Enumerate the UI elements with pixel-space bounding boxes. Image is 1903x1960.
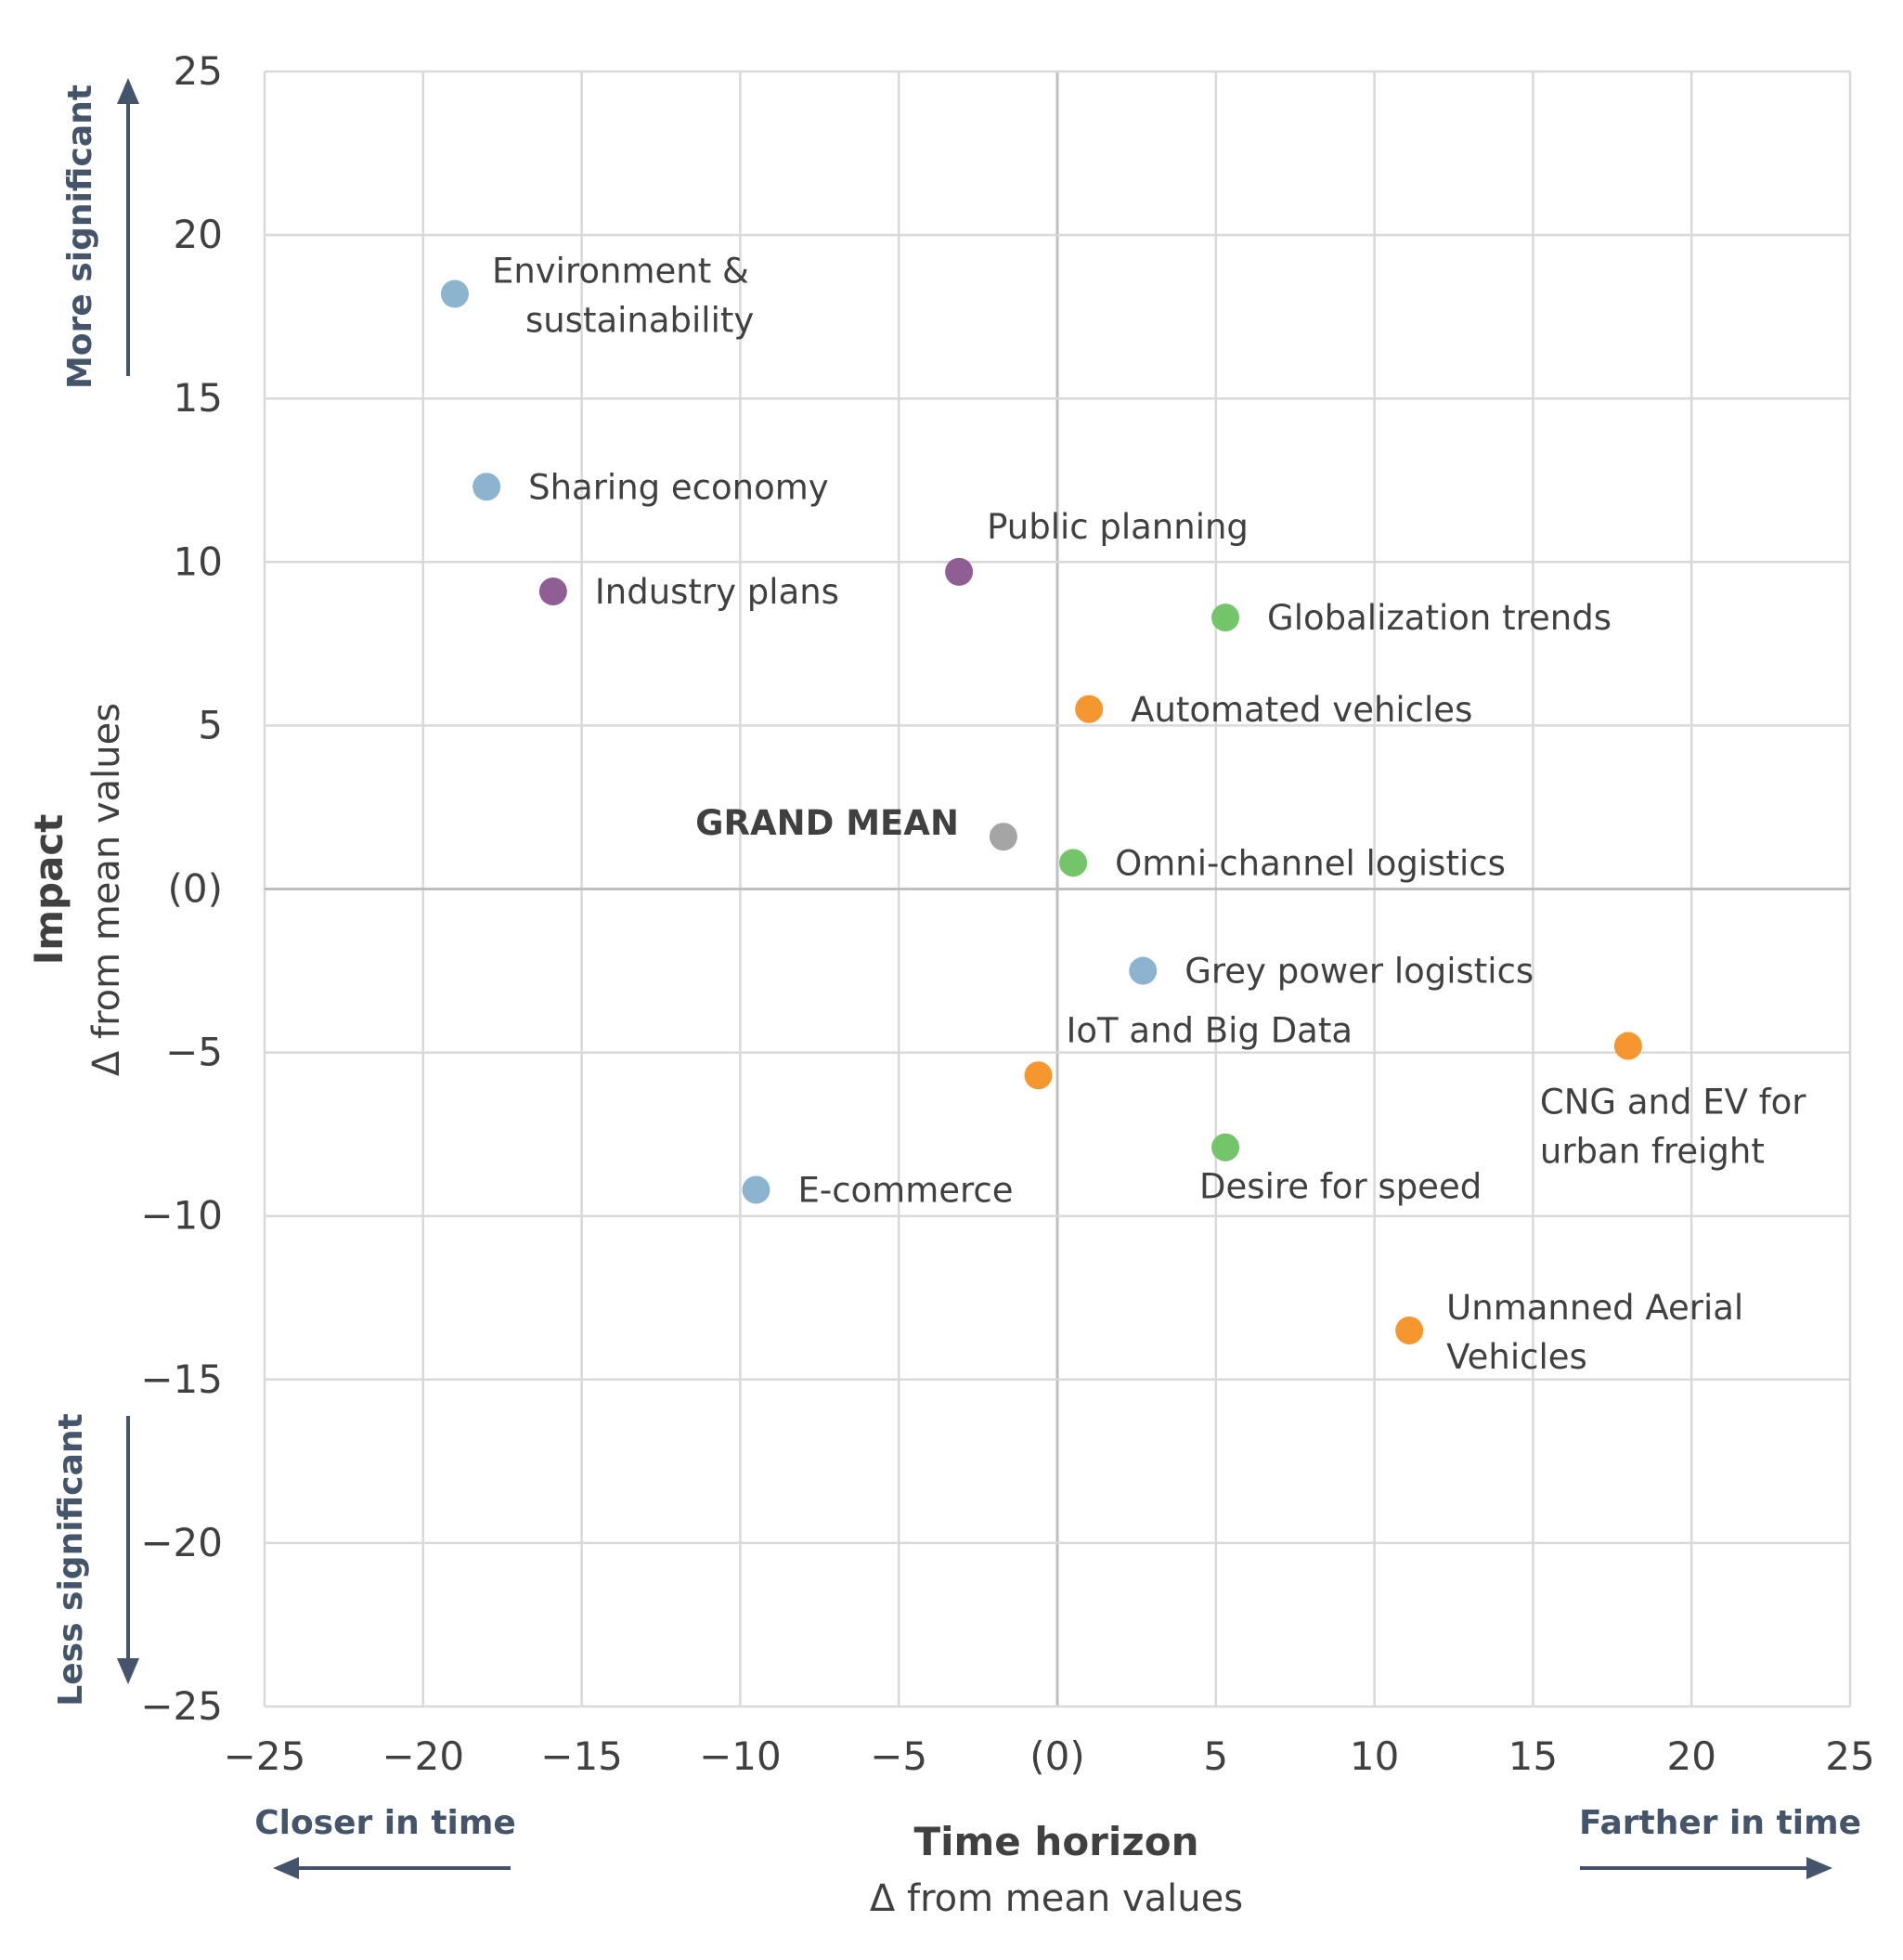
x-tick-label: −10 bbox=[699, 1733, 782, 1779]
data-point bbox=[440, 279, 469, 308]
y-tick-label: −15 bbox=[140, 1356, 223, 1402]
point-label: IoT and Big Data bbox=[1067, 1010, 1353, 1050]
x-tick-label: 10 bbox=[1350, 1733, 1399, 1779]
point-label: E-commerce bbox=[797, 1171, 1013, 1211]
data-point bbox=[1129, 956, 1158, 985]
x-tick-label: 15 bbox=[1508, 1733, 1558, 1779]
label-layer: Environment & sustainability Sharing econo… bbox=[492, 251, 1806, 1376]
farther-in-time-label: Farther in time bbox=[1579, 1804, 1861, 1842]
data-point bbox=[1211, 604, 1240, 632]
y-tick-label: 5 bbox=[198, 702, 223, 747]
y-tick-label: 15 bbox=[174, 375, 223, 421]
y-tick-label: −10 bbox=[140, 1193, 223, 1239]
data-point bbox=[473, 473, 501, 501]
point-label: Automated vehicles bbox=[1131, 690, 1472, 730]
point-label: Sharing economy bbox=[528, 467, 829, 507]
y-tick-label: 10 bbox=[174, 539, 223, 584]
tick-layer: −25 −20 −15 −10 −5 (0) 5 10 15 20 25 25 20 15 10 5 (0) −5… bbox=[140, 48, 1874, 1779]
point-label: Desire for speed bbox=[1199, 1167, 1482, 1207]
data-point bbox=[1211, 1133, 1240, 1162]
y-tick-label: (0) bbox=[168, 866, 224, 912]
grid-layer bbox=[263, 70, 1852, 1708]
y-tick-label: 25 bbox=[174, 48, 223, 94]
y-tick-label: −5 bbox=[165, 1030, 223, 1075]
point-label: Globalization trends bbox=[1267, 598, 1612, 638]
x-tick-label: −20 bbox=[382, 1733, 464, 1779]
point-label: CNG and EV for bbox=[1540, 1083, 1806, 1123]
y-axis-subtitle: Δ from mean values bbox=[85, 703, 128, 1076]
point-label: Public planning bbox=[987, 507, 1249, 547]
data-point bbox=[945, 557, 974, 586]
x-tick-label: 20 bbox=[1666, 1733, 1715, 1779]
point-label: sustainability bbox=[525, 300, 754, 340]
y-tick-label: −20 bbox=[140, 1520, 223, 1565]
left-arrow-head bbox=[273, 1857, 299, 1879]
down-arrow-head bbox=[117, 1658, 139, 1684]
x-axis-title: Time horizon bbox=[914, 1819, 1199, 1864]
point-label: Grey power logistics bbox=[1185, 952, 1534, 992]
y-tick-label: 20 bbox=[174, 212, 223, 257]
x-axis-subtitle: Δ from mean values bbox=[870, 1877, 1243, 1920]
x-tick-label: (0) bbox=[1029, 1733, 1085, 1779]
right-arrow-head bbox=[1806, 1857, 1832, 1879]
point-label: Omni-channel logistics bbox=[1115, 843, 1506, 883]
point-label: Environment & bbox=[492, 251, 749, 291]
point-label: urban freight bbox=[1540, 1132, 1765, 1172]
data-point bbox=[538, 577, 567, 605]
x-tick-label: 5 bbox=[1203, 1733, 1228, 1779]
data-point bbox=[1024, 1061, 1053, 1090]
x-tick-label: −5 bbox=[870, 1733, 927, 1779]
y-tick-label: −25 bbox=[140, 1683, 223, 1729]
data-point bbox=[989, 823, 1017, 851]
data-point bbox=[742, 1175, 770, 1204]
x-tick-label: −15 bbox=[540, 1733, 623, 1779]
data-point bbox=[1075, 694, 1104, 723]
y-axis-title: Impact bbox=[26, 814, 71, 966]
closer-in-time-label: Closer in time bbox=[254, 1804, 516, 1842]
point-layer bbox=[440, 279, 1642, 1344]
point-label: GRAND MEAN bbox=[695, 803, 959, 843]
point-label: Vehicles bbox=[1446, 1337, 1587, 1377]
data-point bbox=[1613, 1032, 1642, 1060]
point-label: Unmanned Aerial bbox=[1446, 1288, 1743, 1328]
x-tick-label: 25 bbox=[1825, 1733, 1874, 1779]
data-point bbox=[1059, 849, 1088, 877]
more-significant-label: More significant bbox=[61, 84, 99, 389]
data-point bbox=[1395, 1316, 1424, 1344]
point-label: Industry plans bbox=[595, 572, 839, 612]
up-arrow-head bbox=[117, 78, 139, 104]
less-significant-label: Less significant bbox=[52, 1413, 90, 1706]
x-tick-label: −25 bbox=[224, 1733, 306, 1779]
axis-layer: Time horizon Δ from mean values Impact Δ fr… bbox=[26, 78, 1861, 1920]
